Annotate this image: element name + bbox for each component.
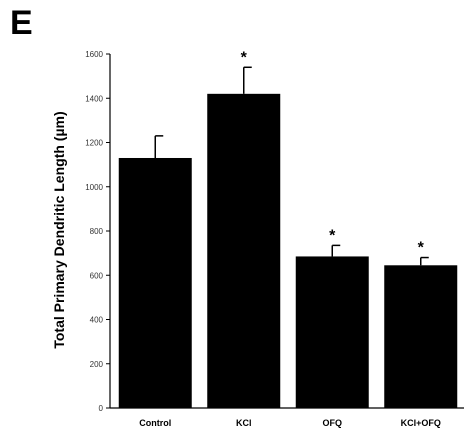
y-tick-label: 400	[90, 316, 104, 325]
y-tick-label: 1400	[85, 94, 103, 103]
bar-control	[118, 157, 192, 408]
y-tick-label: 600	[90, 271, 104, 280]
significance-star: *	[418, 240, 425, 257]
x-tick-label: KCl+OFQ	[401, 418, 441, 428]
bar-kcl-ofq	[384, 265, 458, 408]
y-axis-label: Total Primary Dendritic Length (µm)	[51, 111, 67, 348]
y-tick-label: 200	[90, 360, 104, 369]
y-tick-label: 1600	[85, 50, 103, 59]
chart-axes: 0 200 400 600 800 1000 1200 1400 1600 Control KCl O…	[85, 50, 464, 428]
bar-kcl	[207, 93, 281, 408]
y-tick-label: 1200	[85, 139, 103, 148]
significance-star: *	[241, 49, 248, 66]
y-tick-label: 0	[99, 404, 104, 413]
panel-label: E	[10, 4, 33, 42]
x-tick-label: OFQ	[323, 418, 343, 428]
x-tick-label: Control	[139, 418, 171, 428]
chart-bars: * * *	[118, 49, 458, 408]
y-tick-label: 800	[90, 227, 104, 236]
significance-star: *	[329, 227, 336, 244]
y-tick-label: 1000	[85, 183, 103, 192]
x-tick-label: KCl	[236, 418, 252, 428]
bar-ofq	[295, 256, 369, 408]
